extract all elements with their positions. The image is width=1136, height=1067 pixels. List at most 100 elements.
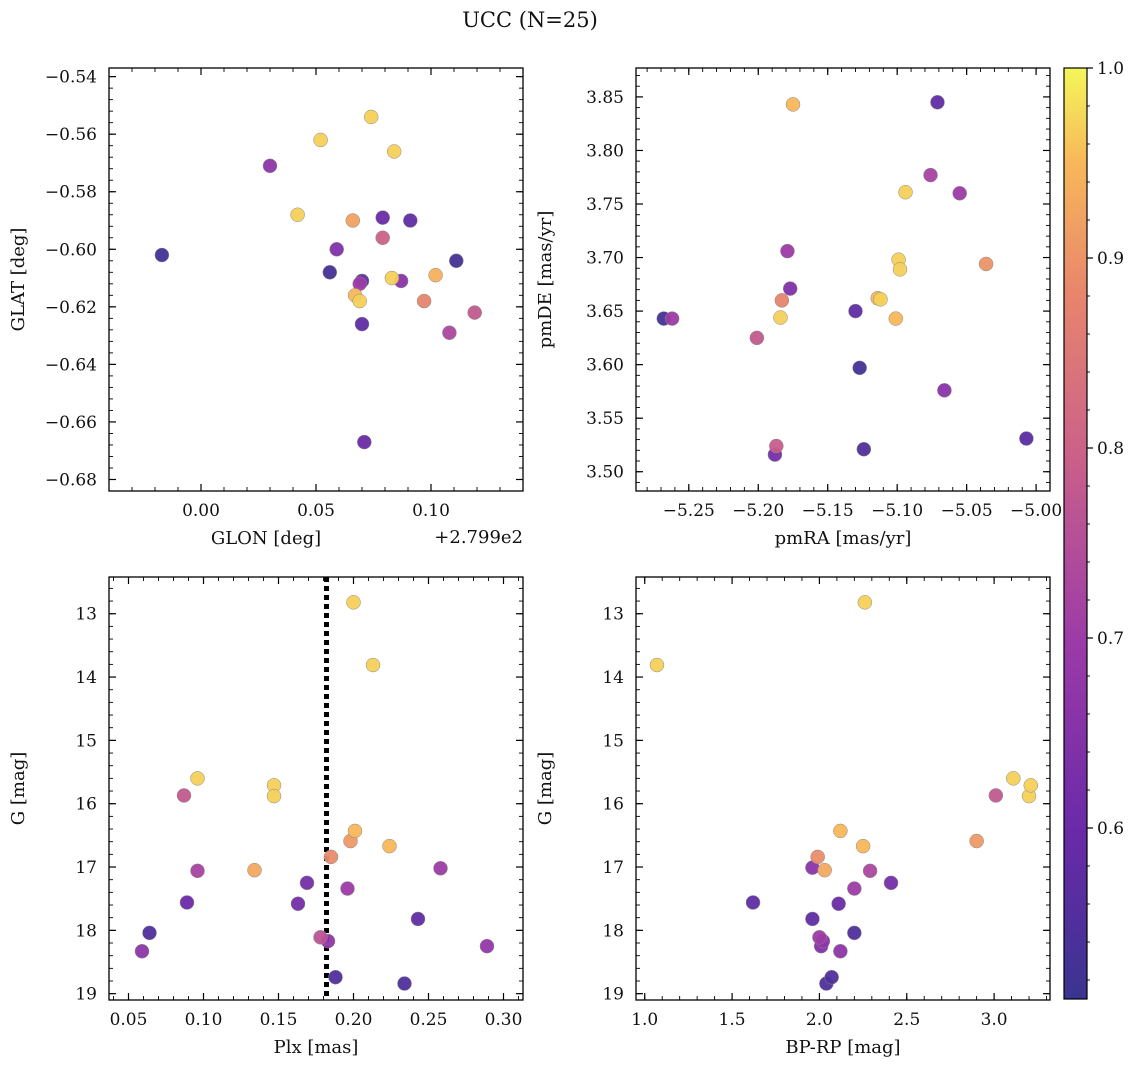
panel-bprp-g: 1.0 1.5 2.0 2.5 3.0 13 14 15 16 17 18 19 BP-RP [mag]… bbox=[535, 576, 1051, 1058]
y-tick-label: 3.85 bbox=[586, 88, 624, 108]
data-point bbox=[824, 969, 839, 985]
data-point bbox=[190, 771, 205, 786]
data-point bbox=[937, 383, 952, 398]
plot-frame bbox=[108, 67, 524, 492]
y-tick-label: 3.70 bbox=[586, 249, 624, 269]
x-tick-label: 0.05 bbox=[110, 1010, 148, 1030]
y-tick-label: 16 bbox=[75, 795, 97, 815]
x-tick-label: −5.10 bbox=[871, 501, 923, 521]
data-point bbox=[780, 243, 795, 259]
x-axis-label: pmRA [mas/yr] bbox=[775, 528, 912, 549]
y-tick-label: 3.60 bbox=[586, 356, 624, 376]
x-tick-label: 0.20 bbox=[335, 1010, 373, 1030]
x-tick-label: 0.15 bbox=[260, 1010, 298, 1030]
data-point bbox=[363, 109, 379, 125]
y-tick-label: 3.50 bbox=[586, 463, 624, 483]
colorbar-tick-label: 0.9 bbox=[1097, 249, 1124, 269]
x-tick-label: 0.30 bbox=[485, 1010, 523, 1030]
x-axis-label: BP-RP [mag] bbox=[785, 1037, 900, 1058]
data-point bbox=[354, 316, 370, 332]
y-axis-label: GLAT [deg] bbox=[8, 228, 29, 332]
y-tick-label: 17 bbox=[75, 858, 97, 878]
y-axis-label: G [mag] bbox=[535, 752, 556, 825]
data-point bbox=[833, 943, 848, 959]
panel-glon-glat: 0.00 0.05 0.10 −0.54 −0.56 −0.58 −0.60 −0.62 −0.… bbox=[8, 67, 524, 549]
x-tick-label: 3.0 bbox=[981, 1010, 1008, 1030]
colorbar-tick-label: 0.7 bbox=[1097, 629, 1124, 649]
plot-frame bbox=[635, 576, 1051, 1001]
data-point bbox=[410, 911, 426, 927]
x-tick-label: −5.20 bbox=[732, 501, 784, 521]
plot-frame bbox=[635, 67, 1051, 492]
y-tick-label: 15 bbox=[602, 731, 624, 751]
data-point bbox=[883, 875, 899, 891]
x-tick-label: 0.10 bbox=[412, 501, 450, 521]
x-tick-label: 2.0 bbox=[806, 1010, 833, 1030]
y-tick-label: 18 bbox=[75, 921, 97, 941]
data-point bbox=[190, 863, 205, 879]
y-tick-label: 19 bbox=[75, 985, 97, 1005]
x-tick-label: −5.05 bbox=[941, 501, 993, 521]
data-point bbox=[179, 895, 195, 910]
data-point bbox=[346, 595, 361, 610]
x-tick-label: 1.0 bbox=[631, 1010, 658, 1030]
y-axis-label: pmDE [mas/yr] bbox=[535, 211, 556, 349]
data-point bbox=[365, 657, 381, 673]
y-tick-label: 17 bbox=[602, 858, 624, 878]
data-point bbox=[328, 969, 343, 985]
y-tick-label: −0.66 bbox=[45, 413, 97, 433]
data-point bbox=[852, 360, 867, 376]
data-point bbox=[313, 930, 328, 945]
data-point bbox=[433, 861, 448, 876]
colorbar-tick-label: 1.0 bbox=[1097, 59, 1124, 79]
data-point bbox=[347, 823, 363, 839]
plot-frame bbox=[108, 576, 524, 1001]
data-point bbox=[375, 210, 390, 225]
data-point bbox=[833, 823, 848, 839]
data-point bbox=[323, 849, 339, 865]
data-point bbox=[290, 207, 305, 223]
y-tick-label: 3.55 bbox=[586, 409, 624, 429]
colorbar-gradient bbox=[1063, 67, 1088, 1000]
data-point bbox=[340, 881, 355, 896]
data-point bbox=[299, 875, 315, 891]
data-point bbox=[345, 213, 361, 228]
y-axis-label: G [mag] bbox=[8, 752, 29, 825]
data-point bbox=[142, 925, 157, 941]
figure-title: UCC (N=25) bbox=[462, 8, 598, 32]
y-tick-label: 13 bbox=[602, 605, 624, 625]
data-point bbox=[855, 838, 871, 854]
data-point bbox=[810, 849, 825, 865]
data-point bbox=[930, 95, 945, 110]
data-point bbox=[428, 267, 443, 283]
y-tick-label: −0.58 bbox=[45, 183, 97, 203]
y-tick-label: −0.54 bbox=[45, 68, 97, 88]
data-point bbox=[262, 158, 278, 174]
x-tick-label: 2.5 bbox=[893, 1010, 920, 1030]
data-point bbox=[952, 186, 967, 201]
data-point bbox=[403, 213, 418, 228]
data-point bbox=[134, 943, 150, 959]
data-point bbox=[352, 293, 367, 309]
data-point bbox=[384, 270, 400, 286]
y-tick-label: 3.80 bbox=[586, 141, 624, 161]
data-point bbox=[176, 788, 192, 803]
x-axis-label: Plx [mas] bbox=[274, 1037, 359, 1058]
data-point bbox=[769, 438, 784, 454]
data-point bbox=[154, 247, 170, 263]
panel-plx-g: 0.05 0.10 0.15 0.20 0.25 0.30 13 14 15 16 17 18 19 Pl… bbox=[8, 576, 524, 1058]
x-axis-label: GLON [deg] bbox=[211, 528, 321, 549]
data-point bbox=[831, 896, 846, 911]
data-point bbox=[1023, 778, 1039, 793]
y-tick-label: −0.56 bbox=[45, 125, 97, 145]
y-tick-label: −0.64 bbox=[45, 355, 97, 375]
colorbar-tick-label: 0.6 bbox=[1097, 819, 1124, 839]
data-point bbox=[1019, 431, 1034, 446]
colorbar-tick-label: 0.8 bbox=[1097, 439, 1124, 459]
y-tick-label: 14 bbox=[75, 668, 97, 688]
data-point bbox=[857, 595, 873, 610]
data-point bbox=[773, 310, 788, 325]
data-point bbox=[812, 930, 827, 945]
data-point bbox=[357, 434, 372, 450]
data-point bbox=[969, 833, 984, 849]
